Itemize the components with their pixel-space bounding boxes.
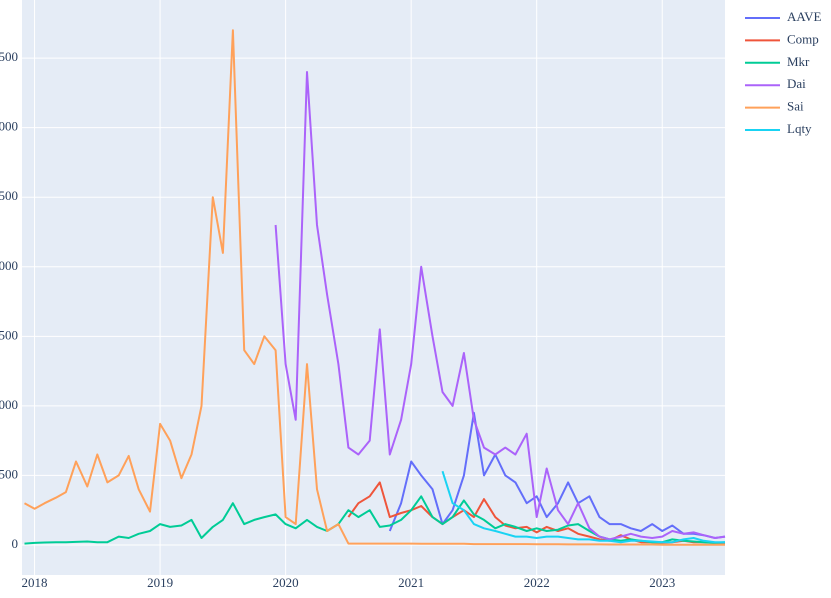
legend-label[interactable]: Dai <box>787 76 806 91</box>
legend-label[interactable]: Sai <box>787 99 804 114</box>
x-tick-label: 2020 <box>273 575 299 590</box>
line-series <box>441 470 725 544</box>
line-series <box>388 411 726 539</box>
legend-label[interactable]: AAVE <box>787 9 821 24</box>
line-series <box>274 71 726 541</box>
x-tick-label: 2022 <box>524 575 550 590</box>
x-tick-label: 2021 <box>398 575 424 590</box>
line-series <box>24 29 725 546</box>
y-tick-label: 1500 <box>0 327 18 342</box>
x-tick-label: 2019 <box>147 575 173 590</box>
legend-label[interactable]: Lqty <box>787 121 812 136</box>
y-tick-label: 3500 <box>0 49 18 64</box>
x-tick-label: 2023 <box>649 575 675 590</box>
y-tick-label: 500 <box>0 466 18 481</box>
y-tick-label: 1000 <box>0 397 18 412</box>
y-tick-label: 2000 <box>0 258 18 273</box>
legend-label[interactable]: Mkr <box>787 54 810 69</box>
y-tick-label: 2500 <box>0 188 18 203</box>
legend-label[interactable]: Comp <box>787 31 819 46</box>
y-tick-label: 0 <box>12 536 19 551</box>
plot-area <box>22 0 725 575</box>
x-tick-label: 2018 <box>22 575 48 590</box>
y-tick-label: 3000 <box>0 119 18 134</box>
